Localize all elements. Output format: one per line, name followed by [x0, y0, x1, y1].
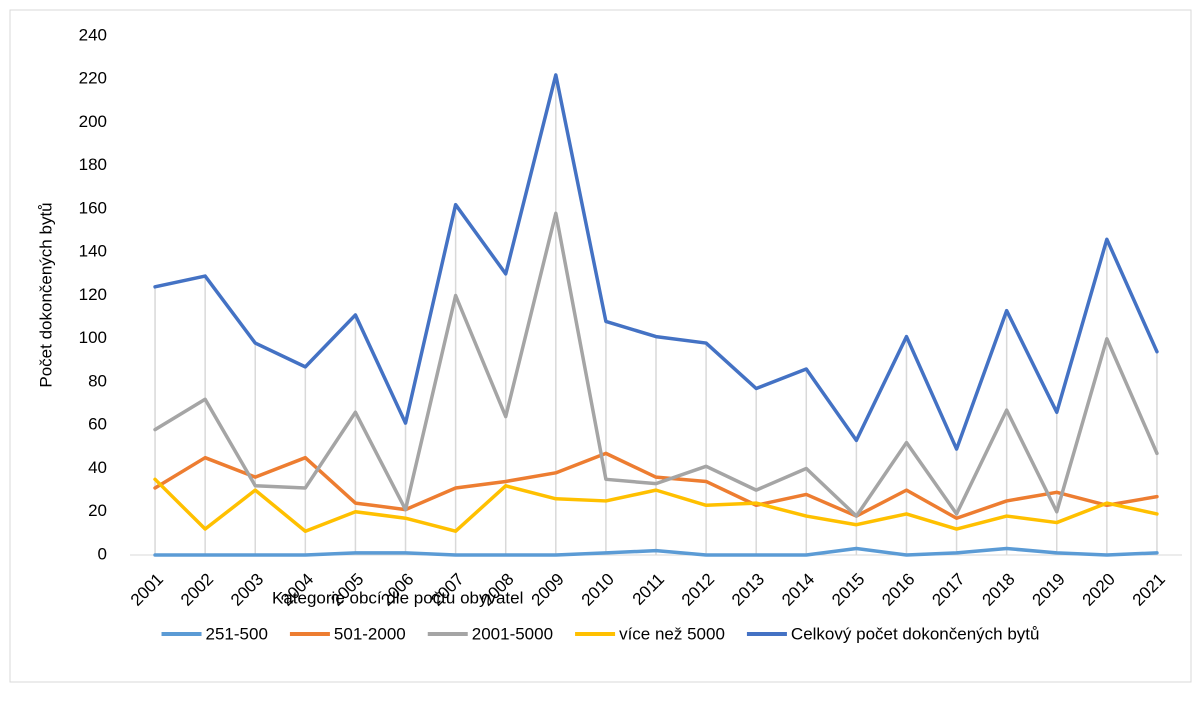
- series-line: [153, 477, 1159, 533]
- y-tick-label: 220: [79, 69, 107, 88]
- series-line: [153, 211, 1159, 518]
- x-axis-title: Kategorie obcí dle počtu obyvatel: [272, 588, 523, 607]
- series-line: [153, 546, 1159, 557]
- y-tick-label: 200: [79, 112, 107, 131]
- series-line: [153, 73, 1159, 451]
- y-tick-label: 120: [79, 285, 107, 304]
- legend-label: Celkový počet dokončených bytů: [791, 624, 1040, 643]
- y-tick-label: 100: [79, 328, 107, 347]
- y-tick-label: 80: [88, 371, 107, 390]
- y-tick-label: 40: [88, 458, 107, 477]
- y-tick-label: 240: [79, 25, 107, 44]
- y-tick-label: 20: [88, 501, 107, 520]
- y-axis-title: Počet dokončených bytů: [36, 202, 55, 387]
- y-tick-label: 0: [98, 544, 107, 563]
- legend-label: 251-500: [206, 624, 268, 643]
- series-line: [153, 451, 1159, 520]
- legend-label: 501-2000: [334, 624, 406, 643]
- y-tick-label: 180: [79, 155, 107, 174]
- legend-label: více než 5000: [619, 624, 725, 643]
- legend-label: 2001-5000: [472, 624, 553, 643]
- y-tick-label: 160: [79, 198, 107, 217]
- y-tick-label: 140: [79, 242, 107, 261]
- y-tick-label: 60: [88, 415, 107, 434]
